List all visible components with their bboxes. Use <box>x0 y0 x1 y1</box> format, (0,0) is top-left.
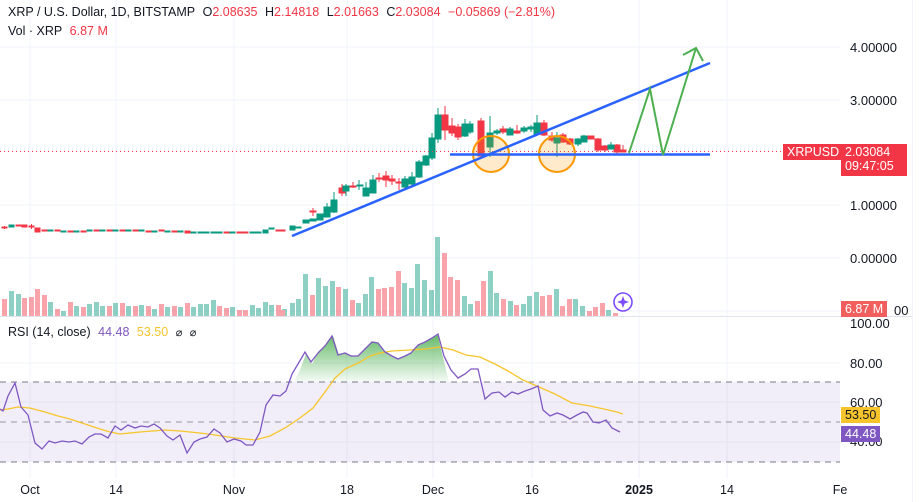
price-tick-3: 3.00000 <box>850 93 897 108</box>
sparkle-icon[interactable] <box>613 292 633 312</box>
volume-tag: 6.87 M <box>841 301 888 317</box>
rsi-tick-60: 60.00 <box>850 395 883 410</box>
rsi-legend[interactable]: RSI (14, close) 44.48 53.50 ⌀ ⌀ <box>8 325 200 339</box>
open-value: O2.08635 <box>202 5 258 19</box>
rsi-tick-100: 100.00 <box>850 316 890 331</box>
price-tick-0: 0.00000 <box>850 251 897 266</box>
projection-arrowhead <box>682 46 704 62</box>
time-label: 16 <box>525 483 539 497</box>
time-label: 18 <box>340 483 354 497</box>
time-label: Nov <box>222 483 246 497</box>
time-label: Oct <box>20 483 40 497</box>
volume-value: 6.87 M <box>69 24 108 38</box>
projection-path <box>628 47 697 156</box>
price-tick-partial: 00 <box>894 303 909 318</box>
rsi-value: 44.48 <box>98 325 130 339</box>
time-label: 14 <box>109 483 123 497</box>
rsi-line <box>0 332 621 455</box>
rsi-title[interactable]: RSI (14, close) <box>8 325 91 339</box>
symbol-legend[interactable]: XRP / U.S. Dollar, 1D, BITSTAMP O2.08635… <box>8 5 559 19</box>
symbol-tag: XRPUSD <box>783 144 844 160</box>
time-label: Dec <box>421 483 445 497</box>
rsi-ma-tag: 53.50 <box>841 407 881 423</box>
price-tick-1: 1.00000 <box>850 198 897 213</box>
price-tick-4: 4.00000 <box>850 40 897 55</box>
last-price-value: 2.03084 <box>845 145 891 159</box>
high-value: H2.14818 <box>264 5 320 19</box>
time-label: 14 <box>720 483 734 497</box>
na-icon: ⌀ <box>189 327 197 339</box>
last-price-tag: 2.03084 09:47:05 <box>841 144 907 176</box>
bar-countdown: 09:47:05 <box>845 159 894 173</box>
scroll-edge <box>912 0 919 502</box>
time-label-year: 2025 <box>625 483 653 497</box>
volume-bars <box>2 237 618 316</box>
rsi-ma-line <box>0 346 624 441</box>
na-icon: ⌀ <box>175 327 183 339</box>
rsi-tick-80: 80.00 <box>850 356 883 371</box>
change-value: −0.05869 (−2.81%) <box>448 5 556 19</box>
rsi-ma-value: 53.50 <box>136 325 169 339</box>
close-value: C2.03084 <box>386 5 441 19</box>
rising-trendline <box>291 61 711 238</box>
volume-legend[interactable]: Vol · XRP 6.87 M <box>8 24 112 38</box>
volume-label: Vol · XRP <box>8 24 63 38</box>
time-label: Fe <box>832 483 848 497</box>
rsi-tag: 44.48 <box>841 426 881 442</box>
symbol-title[interactable]: XRP / U.S. Dollar, 1D, BITSTAMP <box>8 5 196 19</box>
low-value: L2.01663 <box>326 5 379 19</box>
rsi-overbought-fill <box>294 335 449 382</box>
